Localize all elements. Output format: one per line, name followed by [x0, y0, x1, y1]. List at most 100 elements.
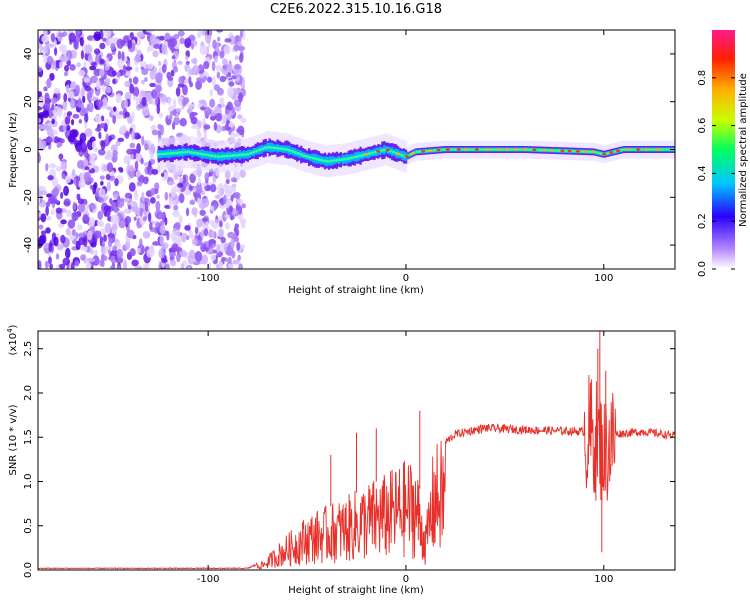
- spectrogram-noise-cell: [203, 124, 211, 130]
- spectrogram-noise-cell: [141, 68, 149, 76]
- spectrogram-noise-cell: [116, 38, 124, 49]
- spectrogram-noise-cell: [108, 37, 116, 44]
- spectrogram-noise-cell: [98, 197, 105, 204]
- spectrogram-noise-cell: [129, 142, 136, 149]
- spectrogram-noise-cell: [156, 104, 161, 115]
- spectrogram-peak-cell: [299, 153, 303, 156]
- spectrogram-noise-cell: [57, 107, 63, 118]
- spectrogram-noise-cell: [227, 86, 235, 98]
- spectrogram-noise-cell: [225, 178, 230, 185]
- spectrogram-noise-cell: [131, 129, 135, 141]
- spectrogram-noise-cell: [76, 30, 81, 36]
- spectrogram-noise-cell: [184, 37, 192, 49]
- spectrogram-noise-cell: [191, 124, 199, 130]
- spectrogram-noise-cell: [156, 86, 161, 97]
- spectrogram-noise-cell: [65, 247, 71, 259]
- spectrogram-noise-cell: [238, 53, 244, 63]
- spectrogram-noise-cell: [238, 263, 243, 269]
- spectrogram-noise-cell: [89, 184, 94, 190]
- spectrogram-noise-cell: [49, 195, 57, 204]
- spectrogram-peak-cell: [311, 156, 315, 160]
- spectrogram-noise-cell: [40, 213, 47, 223]
- spectrogram-peak-cell: [652, 148, 656, 151]
- spectrogram-noise-cell: [121, 51, 125, 62]
- colorbar-tick-label: 0.8: [697, 70, 708, 86]
- snr-scale-note: (x104): [6, 324, 19, 355]
- chart-title: C2E6.2022.315.10.16.G18: [269, 2, 443, 17]
- spectrogram-noise-cell: [106, 181, 112, 192]
- spectrogram-noise-cell: [185, 60, 190, 65]
- spectrogram-noise-cell: [190, 42, 195, 50]
- spectrogram-noise-cell: [123, 154, 131, 165]
- spectrogram-peak-cell: [370, 151, 374, 155]
- spectrogram-noise-cell: [200, 106, 206, 111]
- spectrogram-noise-cell: [99, 122, 105, 129]
- spectrogram-peak-cell: [231, 154, 235, 157]
- spectrogram-noise-cell: [232, 184, 237, 194]
- spectrogram-peak-cell: [344, 157, 348, 161]
- spectrogram-noise-cell: [86, 103, 91, 111]
- spectrogram-y-tick-label: -40: [23, 237, 34, 253]
- spectrogram-noise-cell: [56, 243, 64, 251]
- spectrogram-noise-cell: [199, 45, 208, 56]
- spectrogram-noise-cell: [170, 259, 177, 267]
- spectrogram-noise-cell: [177, 182, 184, 188]
- spectrogram-noise-cell: [218, 261, 224, 269]
- spectrogram-peak-cell: [290, 149, 294, 153]
- spectrogram-noise-cell: [66, 209, 72, 217]
- spectrogram-noise-cell: [140, 157, 144, 165]
- spectrogram-noise-cell: [66, 111, 73, 117]
- spectrogram-noise-cell: [194, 226, 199, 235]
- spectrogram-peak-cell: [441, 148, 446, 152]
- spectrogram-noise-cell: [116, 71, 121, 78]
- spectrogram-peak-cell: [287, 148, 291, 152]
- spectrogram-max-cell: [655, 148, 660, 151]
- spectrogram-noise-cell: [102, 96, 108, 107]
- spectrogram-noise-cell: [208, 108, 212, 115]
- spectrogram-noise-cell: [233, 44, 240, 52]
- spectrogram-noise-cell: [38, 118, 42, 124]
- spectrogram-peak-cell: [596, 151, 600, 155]
- spectrogram-peak-cell: [228, 154, 232, 158]
- spectrogram-peak-cell: [165, 152, 170, 155]
- snr-marks: [38, 331, 675, 570]
- spectrogram-noise-cell: [55, 253, 60, 260]
- spectrogram-noise-cell: [55, 207, 63, 214]
- spectrogram-panel: -100 0 100 -40 -20 0 20 40 Height of straight l…: [8, 29, 676, 296]
- spectrogram-noise-cell: [96, 220, 101, 226]
- spectrogram-noise-cell: [219, 187, 225, 197]
- spectrogram-noise-cell: [111, 153, 118, 163]
- spectrogram-noise-cell: [181, 237, 187, 243]
- spectrogram-noise-cell: [114, 215, 120, 225]
- spectrogram-noise-cell: [145, 30, 154, 33]
- spectrogram-noise-cell: [134, 265, 143, 269]
- spectrogram-noise-cell: [155, 221, 161, 229]
- spectrogram-noise-cell: [60, 219, 67, 225]
- spectrogram-noise-cell: [91, 140, 97, 149]
- spectrogram-noise-cell: [168, 251, 177, 257]
- spectrogram-peak-cell: [335, 158, 339, 162]
- spectrogram-peak-cell: [361, 153, 366, 157]
- spectrogram-noise-cell: [207, 76, 213, 83]
- spectrogram-noise-cell: [177, 83, 185, 88]
- spectrogram-noise-cell: [70, 118, 75, 126]
- spectrogram-peak-cell: [198, 152, 202, 156]
- spectrogram-noise-cell: [231, 250, 236, 259]
- spectrogram-peak-cell: [489, 148, 493, 151]
- spectrogram-noise-cell: [173, 116, 180, 126]
- spectrogram-noise-cell: [190, 116, 198, 125]
- spectrogram-noise-cell: [224, 257, 228, 263]
- spectrogram-peak-cell: [234, 153, 238, 157]
- spectrogram-noise-cell: [217, 36, 221, 42]
- spectrogram-noise-cell: [136, 49, 142, 57]
- snr-y-tick-label: 0.0: [23, 562, 34, 578]
- spectrogram-noise-cell: [180, 263, 185, 269]
- spectrogram-noise-cell: [41, 35, 50, 43]
- spectrogram-noise-cell: [100, 180, 104, 186]
- spectrogram-noise-cell: [144, 143, 149, 151]
- spectrogram-noise-cell: [74, 260, 80, 267]
- spectrogram-noise-cell: [49, 263, 53, 269]
- spectrogram-noise-cell: [82, 214, 89, 224]
- spectrogram-noise-cell: [84, 166, 90, 171]
- spectrogram-noise-cell: [228, 35, 236, 45]
